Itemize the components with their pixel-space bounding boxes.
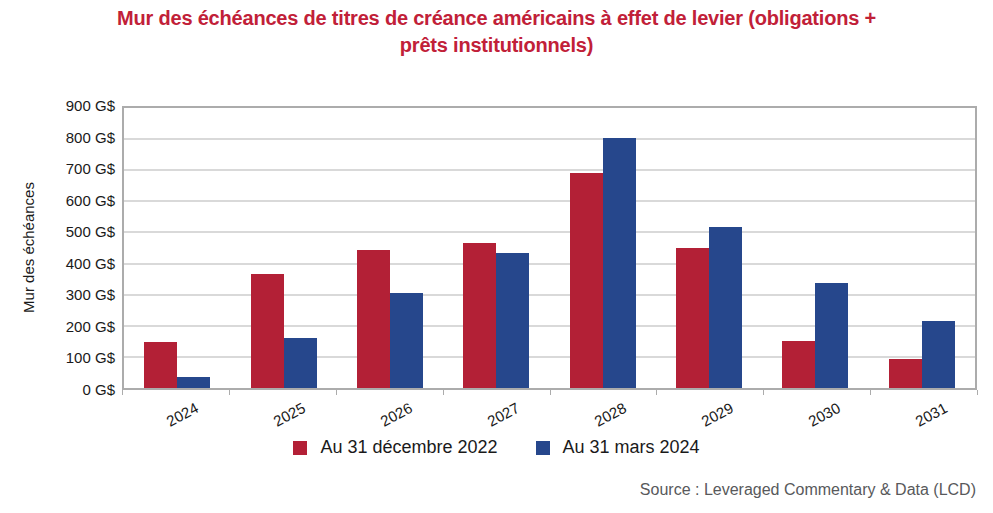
bar-2027-series1 xyxy=(463,243,496,388)
legend-item-series2: Au 31 mars 2024 xyxy=(536,437,700,458)
bar-2028-series2 xyxy=(603,138,636,388)
legend: Au 31 décembre 2022 Au 31 mars 2024 xyxy=(0,437,993,458)
x-axis-tick xyxy=(550,390,551,395)
y-tick-label: 700 G$ xyxy=(22,160,115,178)
bar-2028-series1 xyxy=(570,173,603,388)
legend-label: Au 31 mars 2024 xyxy=(563,437,700,458)
y-tick-label: 200 G$ xyxy=(22,318,115,336)
plot-area xyxy=(122,106,977,390)
legend-swatch-icon xyxy=(293,441,307,455)
y-tick-label: 0 G$ xyxy=(22,381,115,399)
bar-2031-series2 xyxy=(922,321,955,389)
bar-2029-series1 xyxy=(676,248,709,388)
gridline-400 xyxy=(124,263,975,265)
x-axis-tick xyxy=(870,390,871,395)
chart-figure: Mur des échéances de titres de créance a… xyxy=(0,0,993,513)
bar-2031-series1 xyxy=(889,359,922,388)
x-axis-tick xyxy=(977,390,978,395)
x-axis-tick xyxy=(229,390,230,395)
y-tick-label: 500 G$ xyxy=(22,223,115,241)
x-axis-tick xyxy=(122,390,123,395)
x-axis-tick xyxy=(656,390,657,395)
y-tick-label: 400 G$ xyxy=(22,255,115,273)
bar-2030-series2 xyxy=(815,283,848,388)
gridline-600 xyxy=(124,200,975,202)
source-text: Source : Leveraged Commentary & Data (LC… xyxy=(640,481,976,499)
bar-2026-series1 xyxy=(357,250,390,388)
chart-title-line1: Mur des échéances de titres de créance a… xyxy=(0,5,993,32)
bar-2027-series2 xyxy=(496,253,529,388)
gridline-500 xyxy=(124,231,975,233)
y-tick-label: 900 G$ xyxy=(22,97,115,115)
gridline-800 xyxy=(124,138,975,140)
y-tick-label: 300 G$ xyxy=(22,286,115,304)
x-axis-tick xyxy=(763,390,764,395)
y-tick-label: 800 G$ xyxy=(22,129,115,147)
bar-2025-series1 xyxy=(251,274,284,388)
chart-title-line2: prêts institutionnels) xyxy=(0,32,993,59)
bar-2024-series1 xyxy=(144,342,177,388)
bar-2030-series1 xyxy=(782,341,815,388)
x-axis-tick xyxy=(443,390,444,395)
chart-title: Mur des échéances de titres de créance a… xyxy=(0,5,993,59)
y-tick-label: 600 G$ xyxy=(22,192,115,210)
legend-label: Au 31 décembre 2022 xyxy=(320,437,497,458)
y-tick-label: 100 G$ xyxy=(22,349,115,367)
x-axis-tick xyxy=(336,390,337,395)
legend-swatch-icon xyxy=(536,441,550,455)
gridline-700 xyxy=(124,169,975,171)
bar-2025-series2 xyxy=(284,338,317,388)
bar-2026-series2 xyxy=(390,293,423,388)
bar-2029-series2 xyxy=(709,227,742,388)
bar-2024-series2 xyxy=(177,377,210,389)
legend-item-series1: Au 31 décembre 2022 xyxy=(293,437,497,458)
